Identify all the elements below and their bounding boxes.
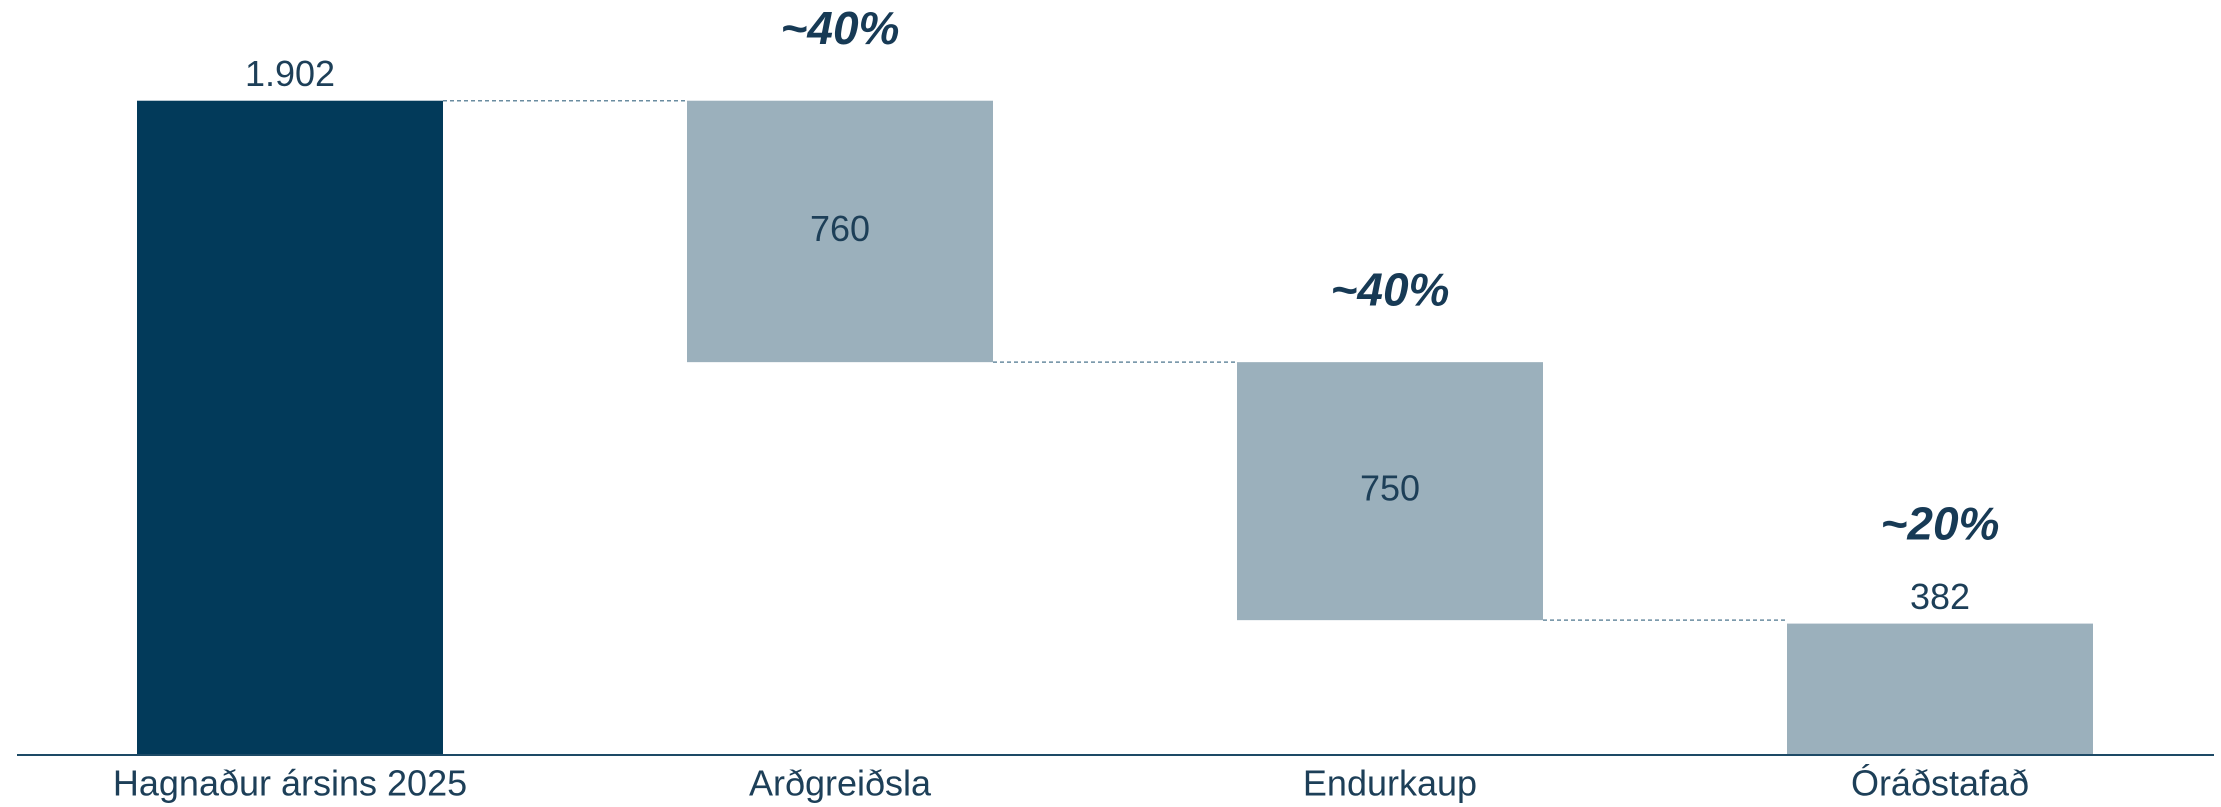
- bar: [137, 100, 443, 756]
- value-label: 382: [1910, 576, 1970, 617]
- annotation: ~40%: [781, 2, 900, 54]
- annotation: ~40%: [1331, 263, 1450, 315]
- x-tick-label: Endurkaup: [1303, 763, 1477, 804]
- value-label: 750: [1360, 468, 1420, 509]
- x-tick-label: Óráðstafað: [1851, 763, 2029, 804]
- x-tick-label: Hagnaður ársins 2025: [113, 763, 467, 804]
- bar: [687, 100, 993, 363]
- x-tick-label: Arðgreiðsla: [749, 763, 932, 804]
- value-label: 1.902: [245, 53, 335, 94]
- bar: [1787, 623, 2093, 755]
- value-label: 760: [810, 208, 870, 249]
- bar: [1237, 362, 1543, 621]
- annotation: ~20%: [1881, 498, 2000, 550]
